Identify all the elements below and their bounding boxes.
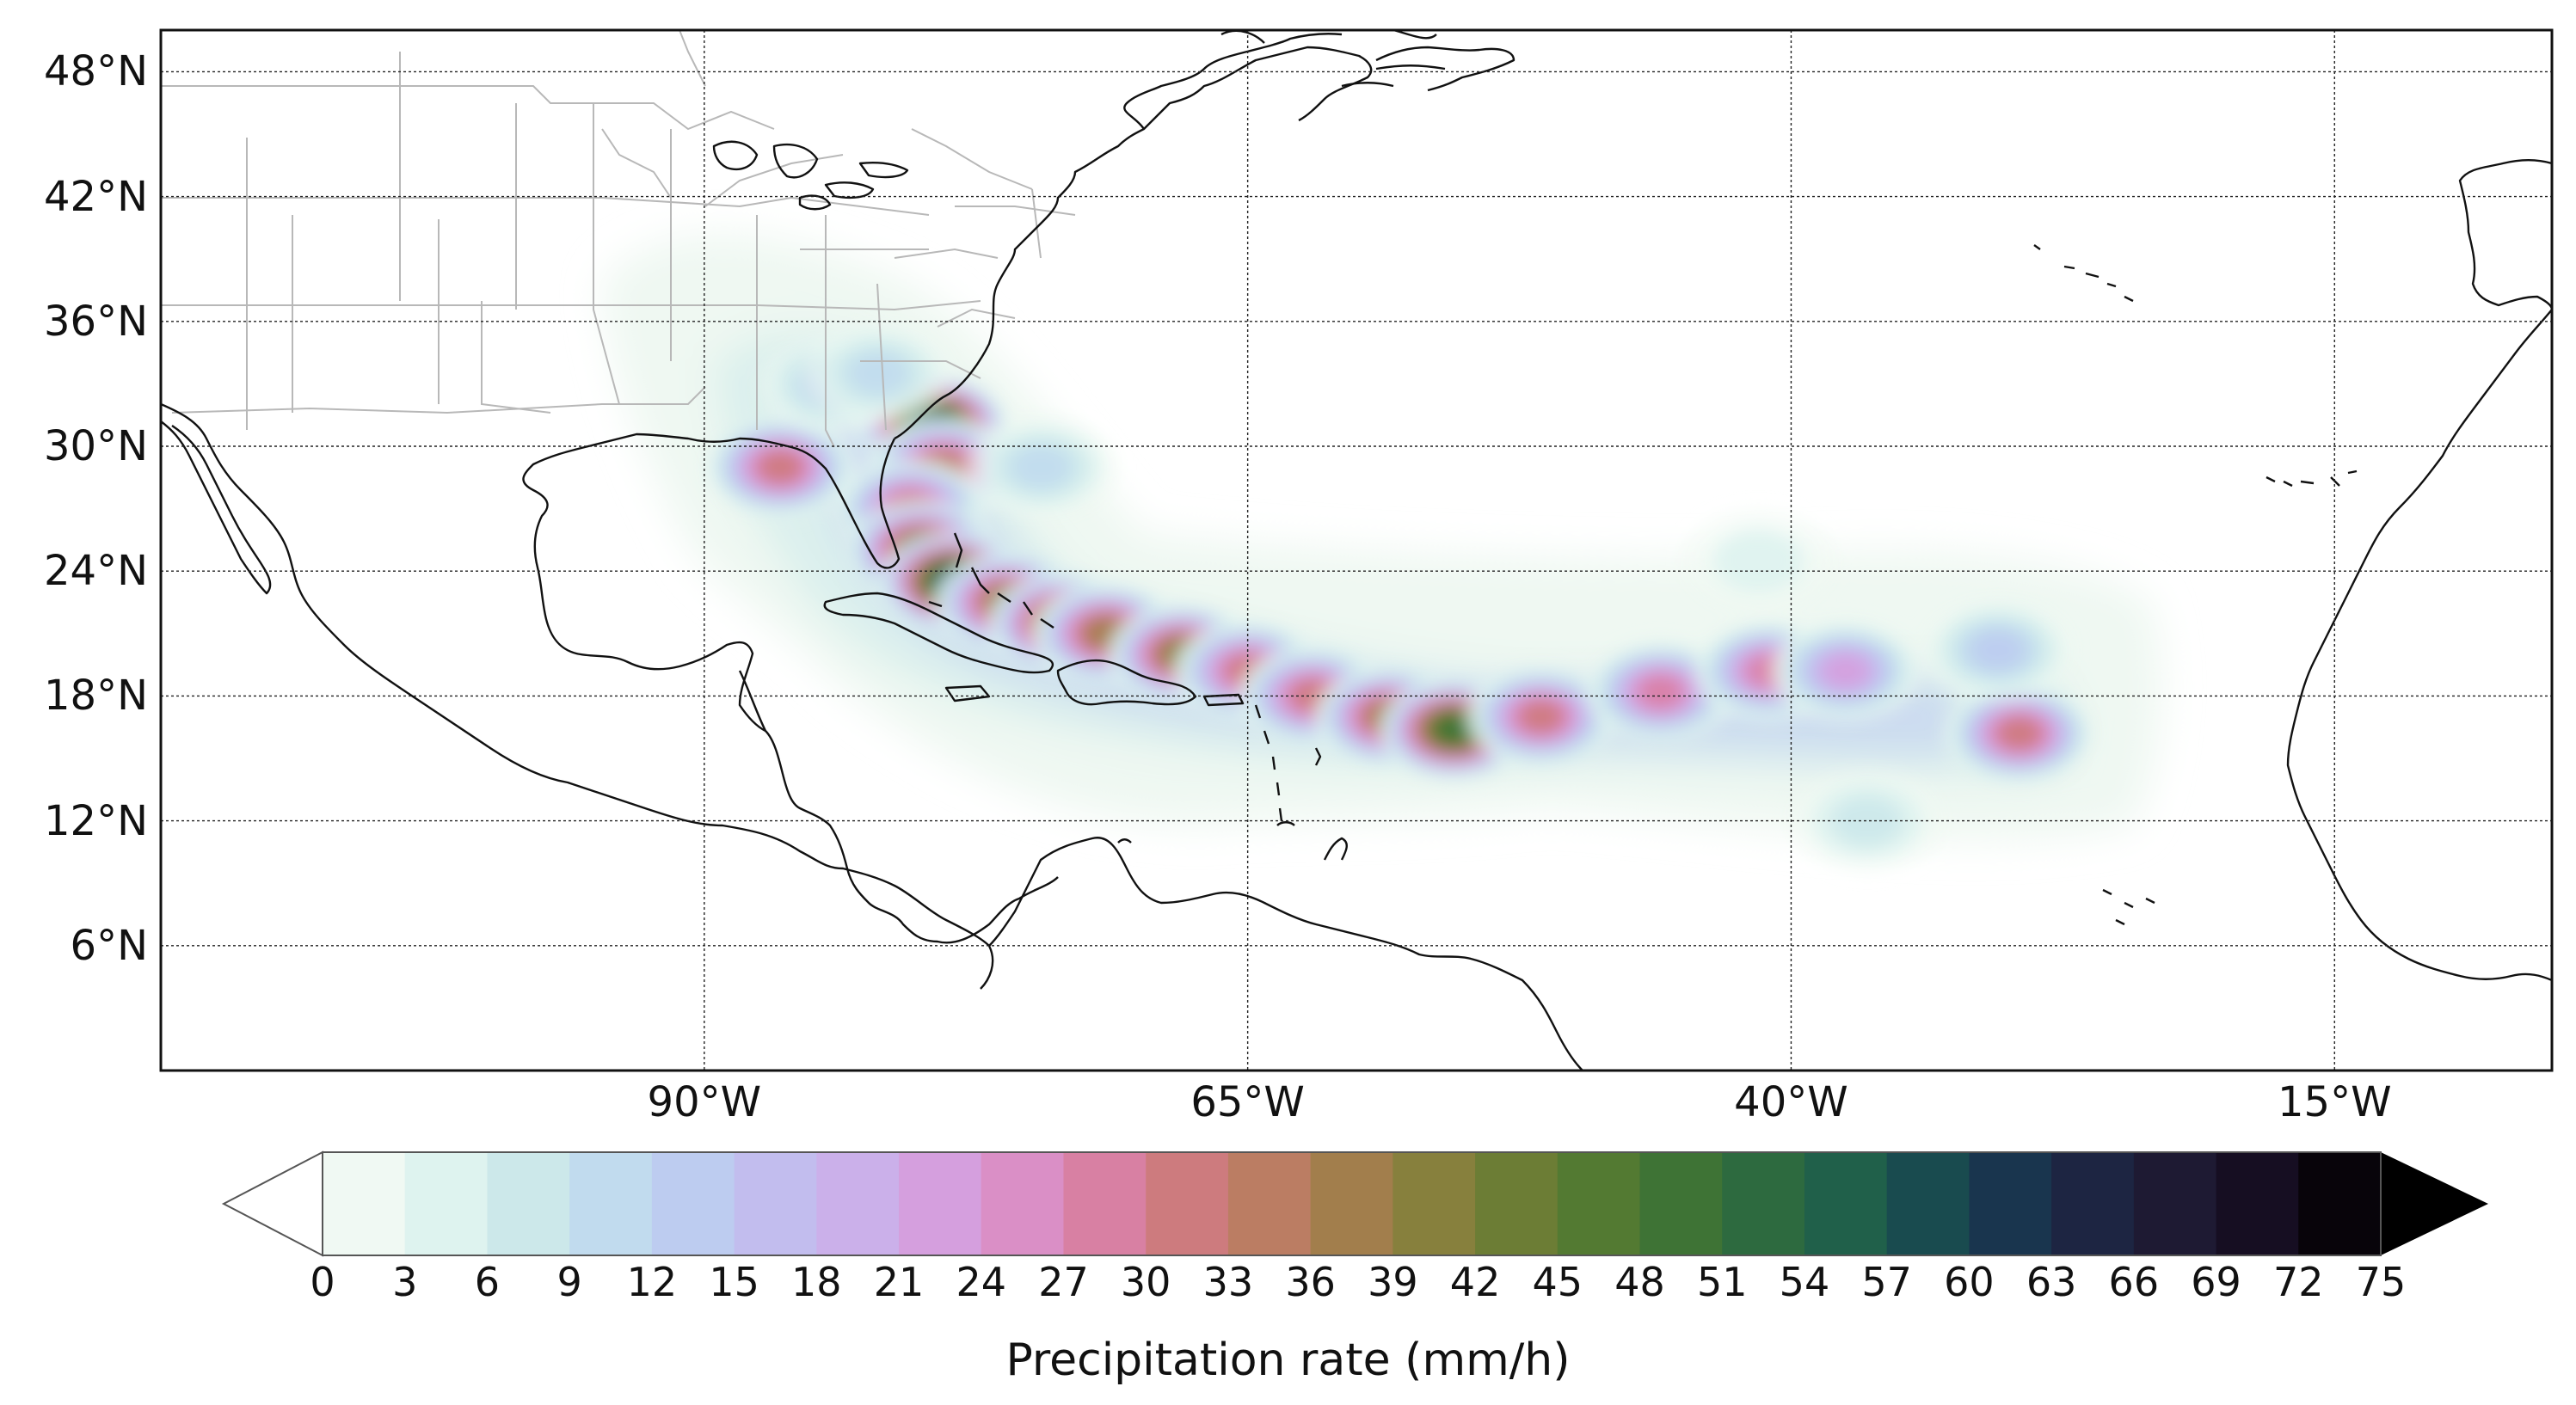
latitude-label: 6°N	[70, 921, 148, 970]
colorbar-swatch	[1969, 1152, 2052, 1255]
colorbar-swatch	[1639, 1152, 1723, 1255]
colorbar-tick-label: 42	[1449, 1259, 1501, 1305]
colorbar-tick-label: 54	[1779, 1259, 1830, 1305]
latitude-label: 36°N	[44, 297, 148, 346]
precipitation-contour	[847, 352, 909, 396]
colorbar-tick-label: 36	[1285, 1259, 1336, 1305]
colorbar-tick-label: 69	[2191, 1259, 2241, 1305]
colorbar-swatch	[487, 1152, 570, 1255]
colorbar-label: Precipitation rate (mm/h)	[1005, 1334, 1571, 1386]
graticule	[161, 30, 2552, 1071]
colorbar-under-arrow	[221, 1150, 323, 1257]
precipitation-contour	[1520, 701, 1563, 733]
precipitation-contour	[1712, 529, 1804, 592]
latitude-label: 18°N	[44, 672, 148, 721]
precipitation-contour	[759, 451, 802, 483]
colorbar-swatch	[1475, 1152, 1559, 1255]
colorbar-swatch	[1227, 1152, 1312, 1255]
colorbar-swatch	[2298, 1152, 2382, 1255]
colorbar	[221, 1150, 2488, 1257]
coastlines	[161, 30, 2552, 1071]
colorbar-tick-label: 0	[310, 1259, 335, 1305]
colorbar-tick-label: 72	[2272, 1259, 2324, 1305]
colorbar-tick-label: 48	[1614, 1259, 1665, 1305]
colorbar-swatch	[1146, 1152, 1229, 1255]
colorbar-tick-label: 18	[791, 1259, 842, 1305]
colorbar-swatch	[323, 1152, 406, 1255]
colorbar-tick-label: 9	[556, 1259, 582, 1305]
precipitation-cell	[1465, 666, 1617, 768]
precipitation-cell	[1921, 599, 2074, 702]
precipitation-cell	[965, 416, 1117, 518]
latitude-label: 12°N	[44, 796, 148, 845]
colorbar-tick-label: 75	[2355, 1259, 2407, 1305]
colorbar-tick-label: 6	[474, 1259, 501, 1305]
colorbar-tick-label: 33	[1202, 1259, 1254, 1305]
precipitation-contour	[1831, 795, 1903, 846]
colorbar-swatch	[899, 1152, 982, 1255]
colorbar-swatch	[2133, 1152, 2217, 1255]
precipitation-cell	[1682, 510, 1835, 612]
colorbar-swatch	[734, 1152, 817, 1255]
precipitation-cell	[704, 416, 857, 518]
longitude-label: 90°W	[647, 1078, 762, 1126]
colorbar-swatch	[1886, 1152, 1970, 1255]
colorbar-swatch	[1804, 1152, 1888, 1255]
precipitation-cell	[802, 322, 954, 425]
colorbar-tick-label: 45	[1532, 1259, 1583, 1305]
colorbar-swatch	[1393, 1152, 1476, 1255]
longitude-label: 15°W	[2277, 1078, 2392, 1126]
colorbar-tick-label: 27	[1038, 1259, 1089, 1305]
state-borders	[161, 30, 1076, 448]
colorbar-swatch	[816, 1152, 900, 1255]
precipitation-cell	[1769, 620, 1921, 722]
precipitation-contour	[1638, 676, 1682, 709]
colorbar-over-arrow	[2381, 1152, 2488, 1255]
colorbar-tick-label: 21	[873, 1259, 925, 1305]
latitude-label: 30°N	[44, 422, 148, 470]
latitude-label: 42°N	[44, 172, 148, 221]
colorbar-tick-label: 60	[1944, 1259, 1995, 1305]
colorbar-tick-label: 15	[709, 1259, 759, 1305]
colorbar-swatch	[1310, 1152, 1393, 1255]
colorbar-tick-label: 12	[626, 1259, 678, 1305]
latitude-label: 48°N	[44, 47, 148, 96]
colorbar-swatch	[981, 1152, 1065, 1255]
colorbar-swatch	[2051, 1152, 2135, 1255]
colorbar-tick-label: 57	[1861, 1259, 1912, 1305]
colorbar-swatch	[569, 1152, 653, 1255]
colorbar-tick-label: 24	[956, 1259, 1007, 1305]
colorbar-swatch	[1557, 1152, 1641, 1255]
precipitation-cell	[1791, 770, 1943, 872]
colorbar-tick-label: 66	[2108, 1259, 2160, 1305]
precipitation-contour	[1822, 653, 1869, 688]
colorbar-swatch	[651, 1152, 735, 1255]
colorbar-swatches	[323, 1152, 2382, 1255]
colorbar-swatch	[1722, 1152, 1805, 1255]
colorbar-tick-label: 3	[392, 1259, 418, 1305]
latitude-label: 24°N	[44, 547, 148, 596]
longitude-label: 40°W	[1734, 1078, 1848, 1126]
colorbar-swatch	[1063, 1152, 1147, 1255]
precipitation-contour	[1011, 445, 1073, 489]
precipitation-contour	[1435, 715, 1473, 744]
colorbar-swatch	[2216, 1152, 2299, 1255]
precipitation-cell	[1943, 682, 2095, 784]
colorbar-tick-label: 30	[1120, 1259, 1171, 1305]
longitude-label: 65°W	[1190, 1078, 1305, 1126]
precipitation-contour	[1998, 717, 2041, 750]
colorbar-tick-label: 51	[1696, 1259, 1748, 1305]
colorbar-swatch	[404, 1152, 489, 1255]
colorbar-tick-label: 39	[1368, 1259, 1418, 1305]
colorbar-tick-label: 63	[2026, 1259, 2077, 1305]
precipitation-contour	[1970, 630, 2026, 671]
